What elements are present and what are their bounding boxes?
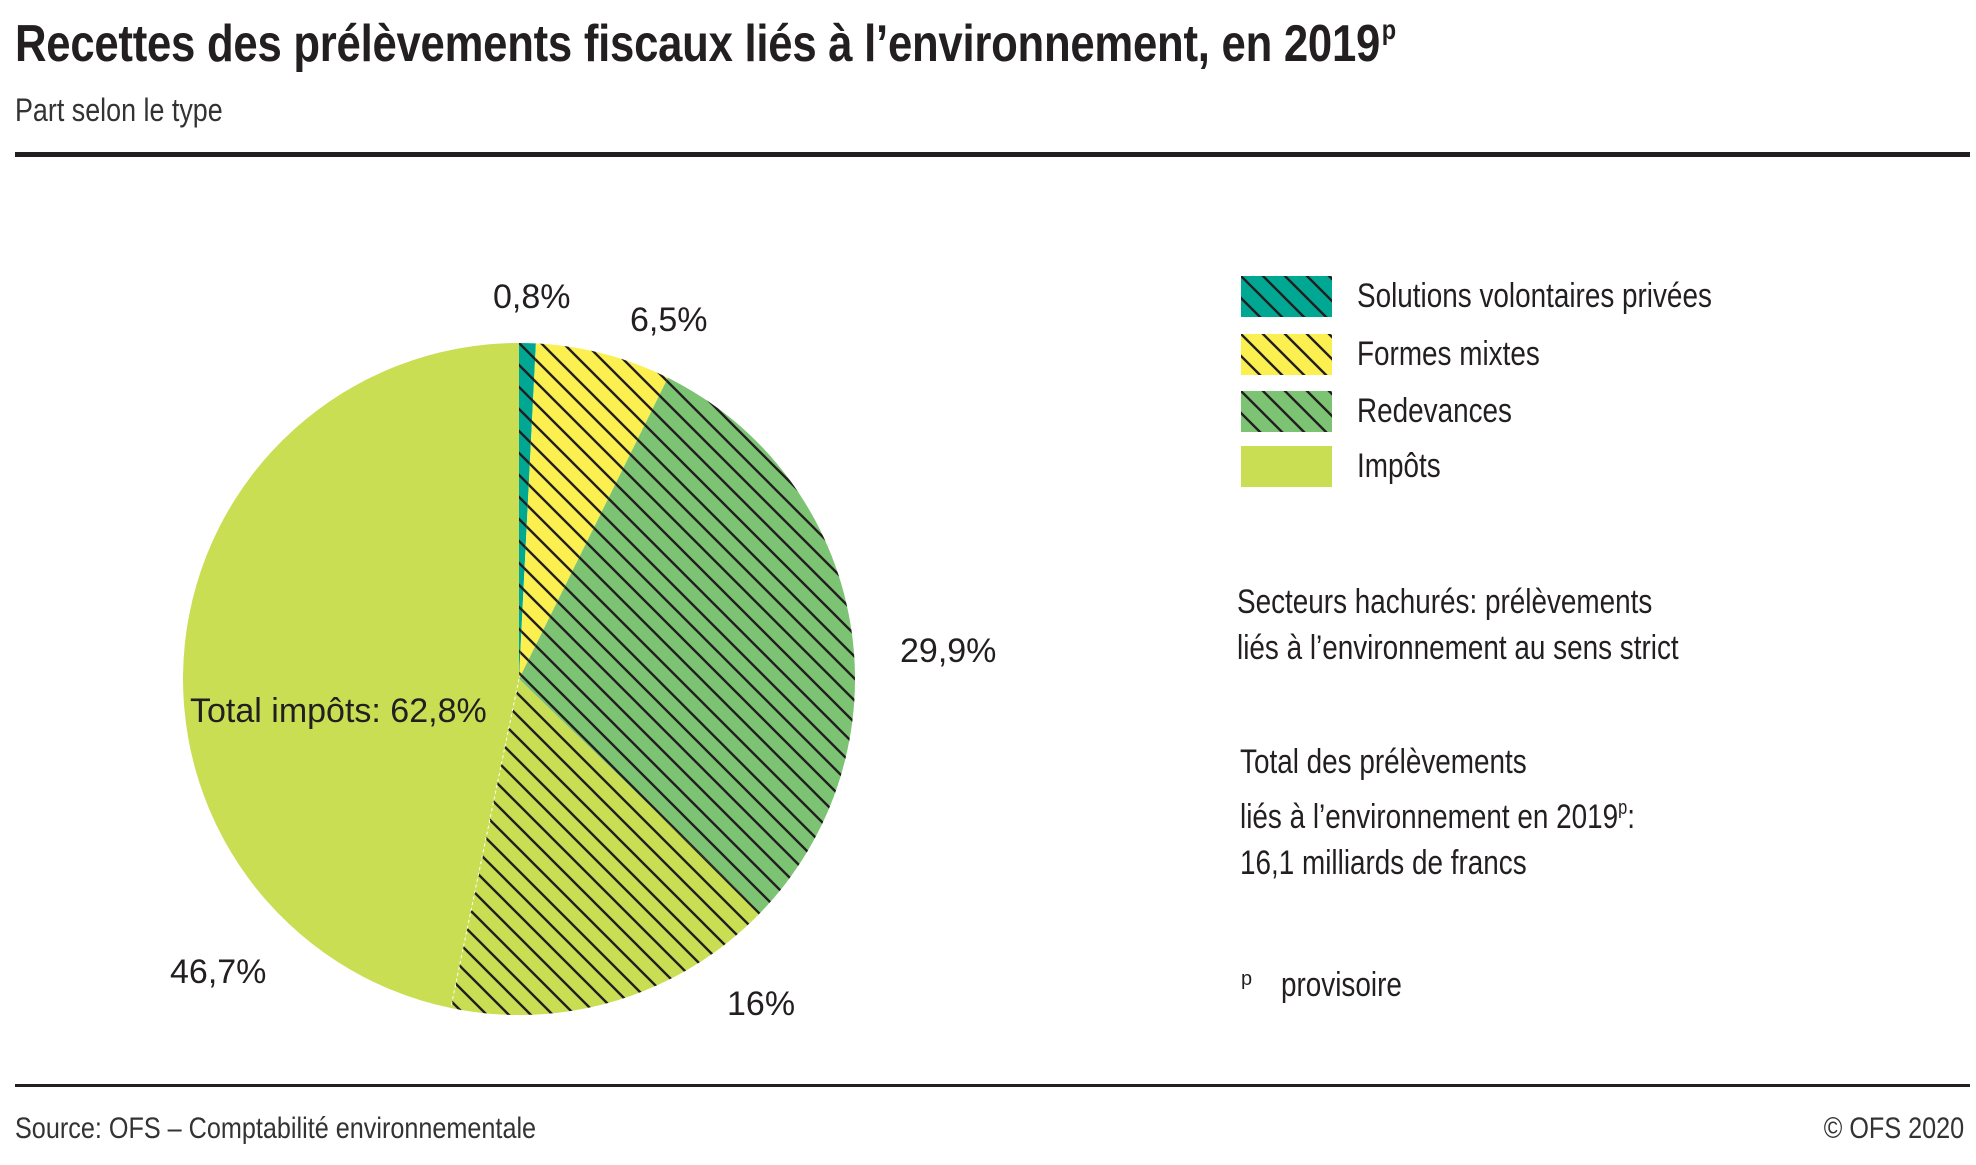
legend-label: Formes mixtes [1357,335,1540,373]
slice-label-impots: 46,7% [170,953,266,991]
hatch-note: Secteurs hachurés: prélèvements liés à l… [1237,579,1679,671]
provisional-marker: p [1381,14,1396,45]
pie-labels: 0,8% 6,5% 29,9% 16% 46,7% Total impôts: … [170,278,996,1023]
slice-separator [450,678,520,1009]
legend-swatch-redevances [1241,391,1332,432]
legend-label: Solutions volontaires privées [1357,277,1712,315]
legend-swatch-formes-mixtes [1241,334,1332,375]
pie-slice-hatch-redevances [519,377,855,913]
legend-swatch-solutions [1241,276,1332,317]
pie-slices [182,343,855,1015]
hatch-note-line1: Secteurs hachurés: prélèvements [1237,583,1653,621]
swatch-fill [1241,446,1332,487]
bottom-divider [15,1084,1970,1087]
source-note: Source: OFS – Comptabilité environnement… [15,1112,537,1145]
chart-title-text: Recettes des prélèvements fiscaux liés à… [15,15,1381,73]
slice-label-impots-strict: 16% [727,985,795,1023]
total-note: Total des prélèvements liés à l’environn… [1240,739,1635,886]
slice-label-formes-mixtes: 6,5% [630,301,708,339]
provisional-marker: p [1618,797,1628,819]
total-note-line2: liés à l’environnement en 2019p: [1240,785,1635,840]
footnote-text: provisoire [1281,966,1402,1004]
pie-slice-impots [182,343,519,1009]
swatch-hatch [1241,391,1332,432]
swatch-hatch [1241,276,1332,317]
chart-title: Recettes des prélèvements fiscaux liés à… [15,14,1396,74]
total-note-line2-text: liés à l’environnement en 2019 [1240,798,1619,836]
footnote-marker: p [1241,968,1253,990]
slice-label-redevances: 29,9% [900,632,996,670]
legend-swatch-impots [1241,446,1332,487]
legend-label: Impôts [1357,447,1441,485]
pie-slice-hatch-impots-au-sens-strict [450,679,761,1015]
total-impots-annotation: Total impôts: 62,8% [190,692,487,730]
total-note-value: 16,1 milliards de francs [1240,844,1527,882]
top-divider [15,152,1970,157]
slice-label-solutions: 0,8% [493,278,571,316]
hatch-note-line2: liés à l’environnement au sens strict [1237,629,1679,667]
pie-slice-hatch-solutions-volontaires-privees [519,343,536,679]
total-note-line1: Total des prélèvements [1240,743,1527,781]
pie-slice-hatch-formes-mixtes [519,343,668,679]
copyright: © OFS 2020 [1823,1112,1964,1145]
chart-subtitle: Part selon le type [15,92,223,128]
total-note-line2-colon: : [1627,798,1636,836]
swatch-hatch [1241,334,1332,375]
legend-label: Redevances [1357,392,1512,430]
